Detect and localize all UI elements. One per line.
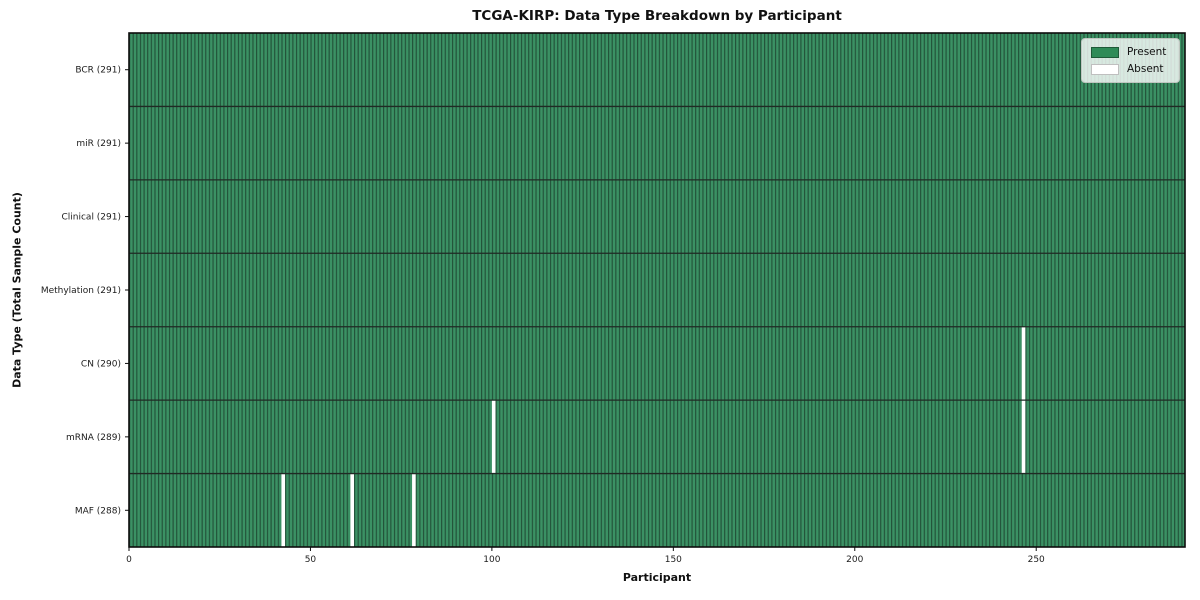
y-tick-label: Methylation (291) (41, 286, 121, 296)
y-tick-label: mRNA (289) (66, 433, 121, 443)
x-tick-label: 50 (305, 555, 317, 565)
row-separators (129, 105, 1185, 475)
absent-cells (281, 326, 1026, 547)
y-tick-label: Clinical (291) (61, 213, 121, 223)
x-axis-label: Participant (622, 571, 692, 584)
legend-item-absent: Absent (1091, 63, 1169, 75)
legend-item-present: Present (1091, 46, 1169, 58)
y-tick-label: CN (290) (81, 359, 121, 369)
legend-label-present: Present (1127, 46, 1167, 58)
legend: Present Absent (1081, 38, 1180, 83)
absent-cell-mRNA-100 (491, 400, 496, 474)
absent-cell-MAF-61 (350, 473, 354, 547)
y-tick-label: MAF (288) (75, 506, 121, 516)
absent-cell-mRNA-246 (1021, 400, 1026, 474)
x-axis: 0 50 100 150 200 250 (126, 547, 1045, 565)
y-tick-label: miR (291) (76, 139, 121, 149)
absent-swatch-icon (1091, 63, 1119, 75)
y-axis-label: Data Type (Total Sample Count) (10, 192, 24, 388)
present-cells (129, 33, 1185, 547)
y-tick-label: BCR (291) (75, 66, 121, 76)
absent-cell-CN-246 (1021, 326, 1026, 401)
legend-label-absent: Absent (1127, 63, 1164, 75)
absent-cell-MAF-78 (412, 473, 416, 547)
x-tick-label: 200 (846, 555, 863, 565)
absent-cell-MAF-42 (281, 473, 286, 547)
x-tick-label: 250 (1028, 555, 1045, 565)
chart-title: TCGA-KIRP: Data Type Breakdown by Partic… (472, 8, 842, 24)
present-swatch-icon (1091, 46, 1119, 58)
x-tick-label: 100 (483, 555, 500, 565)
y-axis: BCR (291) miR (291) Clinical (291) Methylat… (41, 66, 129, 516)
x-tick-label: 0 (126, 555, 132, 565)
x-tick-label: 150 (665, 555, 682, 565)
